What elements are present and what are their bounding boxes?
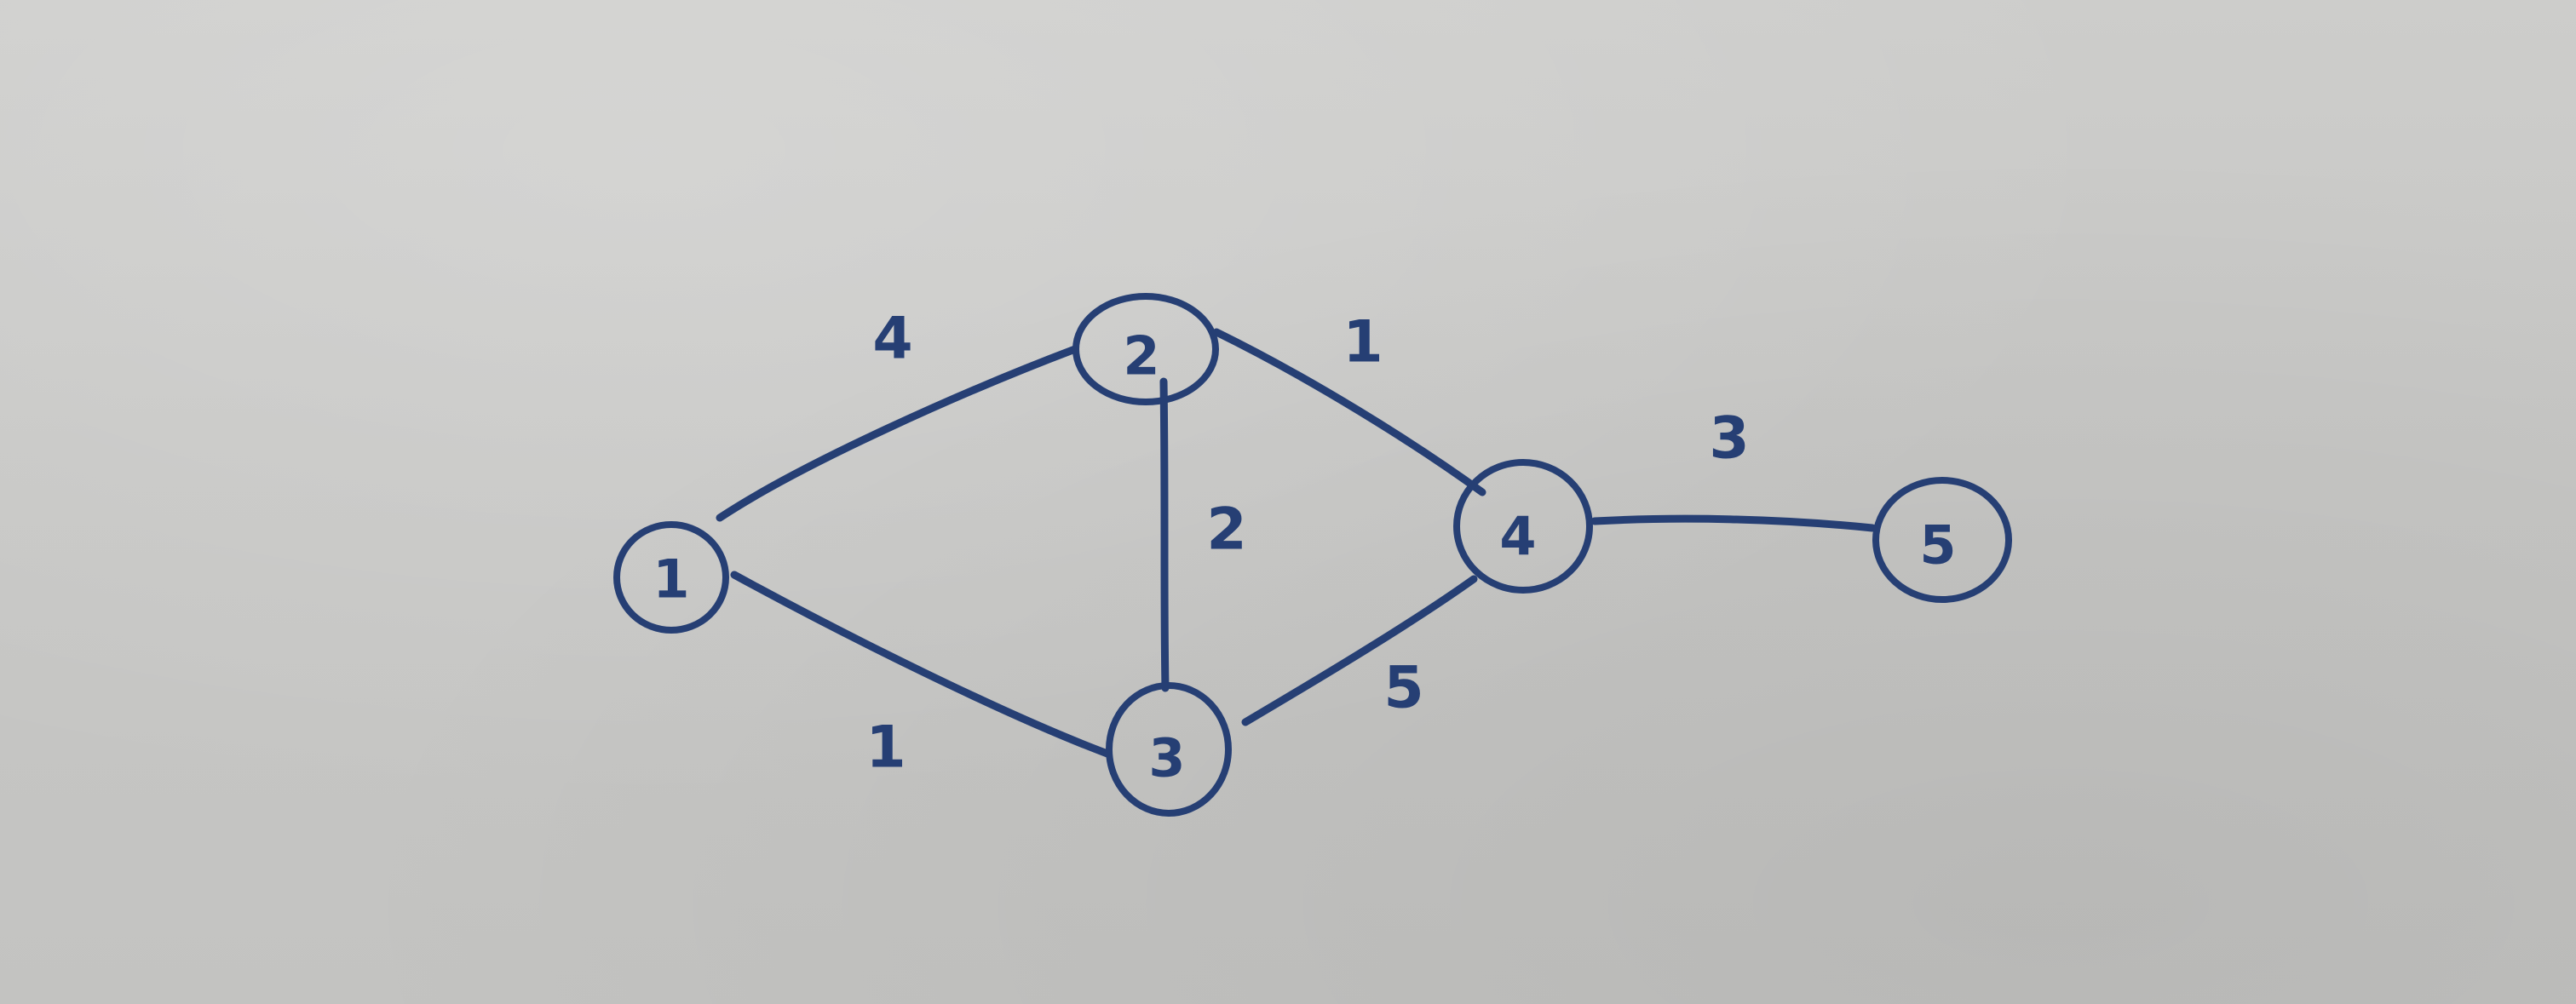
node-5-ring [1872,477,2012,603]
weight-3-4: 5 [1383,655,1423,722]
weight-2-4: 1 [1343,309,1383,376]
nodes: 1 2 3 4 5 [613,293,2012,817]
node-4-label: 4 [1499,506,1536,568]
edge-1-2 [716,345,1079,522]
edge-4-5 [1590,514,1877,532]
node-4: 4 [1453,459,1593,594]
node-4-ring [1453,459,1593,594]
edge-3-4 [1241,575,1478,726]
node-1-ring [613,521,729,634]
weight-1-2: 4 [872,306,912,373]
node-1-label: 1 [653,548,689,611]
weight-1-3: 1 [865,714,906,782]
weight-4-5: 3 [1709,405,1749,473]
node-5-label: 5 [1919,514,1956,577]
edge-1-3 [730,571,1112,758]
node-2: 2 [1072,293,1219,405]
weight-2-3: 2 [1206,496,1246,564]
node-1: 1 [613,521,729,634]
node-2-label: 2 [1123,325,1159,387]
edges [716,328,1877,758]
node-3: 3 [1106,682,1232,817]
node-5: 5 [1872,477,2012,603]
node-3-ring [1106,682,1232,817]
edge-2-4 [1212,328,1486,496]
edge-2-3 [1159,377,1170,692]
node-3-label: 3 [1148,727,1185,789]
node-2-ring [1072,293,1219,405]
edge-weights: 4 1 2 1 5 3 [865,306,1749,782]
